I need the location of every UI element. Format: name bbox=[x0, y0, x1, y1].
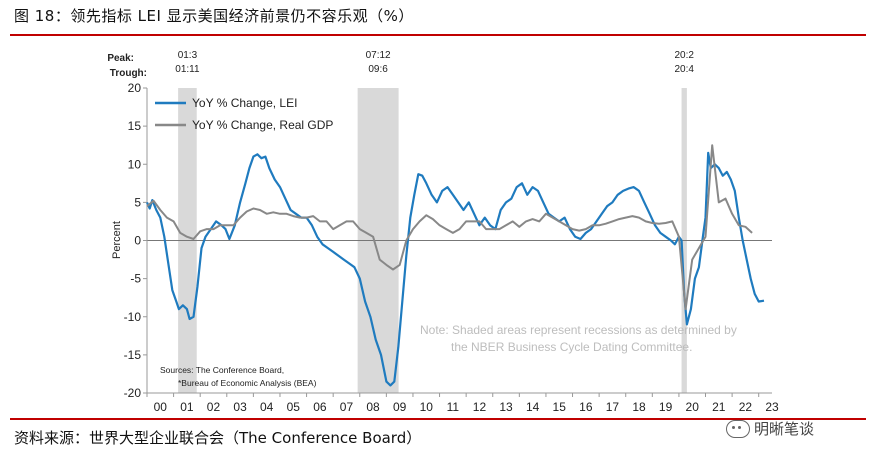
recession-trough-date: 01:11 bbox=[175, 64, 200, 75]
x-tick-label: 09 bbox=[393, 400, 407, 414]
legend-label: YoY % Change, Real GDP bbox=[192, 118, 333, 132]
y-tick-label: 5 bbox=[134, 195, 141, 209]
x-tick-label: 04 bbox=[260, 400, 274, 414]
x-tick-label: 15 bbox=[553, 400, 567, 414]
y-tick-label: 10 bbox=[128, 157, 142, 171]
x-tick-label: 16 bbox=[579, 400, 593, 414]
trough-label: Trough: bbox=[110, 68, 147, 79]
x-tick-label: 13 bbox=[499, 400, 513, 414]
x-tick-label: 14 bbox=[526, 400, 540, 414]
x-tick-label: 12 bbox=[473, 400, 487, 414]
y-tick-label: 20 bbox=[128, 81, 142, 95]
x-tick-label: 00 bbox=[154, 400, 168, 414]
y-axis-label: Percent bbox=[111, 221, 123, 259]
series-layer bbox=[145, 144, 765, 387]
shading-note-line: Note: Shaded areas represent recessions … bbox=[420, 323, 737, 337]
y-tick-label: -20 bbox=[124, 386, 142, 400]
x-tick-label: 06 bbox=[313, 400, 327, 414]
peak-label: Peak: bbox=[107, 53, 134, 64]
y-tick-label: -15 bbox=[124, 348, 142, 362]
watermark: 明晰笔谈 bbox=[726, 418, 814, 439]
title-rule bbox=[10, 34, 866, 36]
source-note: 资料来源：世界大型企业联合会（The Conference Board） bbox=[14, 429, 422, 447]
x-tick-label: 22 bbox=[739, 400, 753, 414]
recession-trough-date: 09:6 bbox=[368, 64, 388, 75]
wechat-icon bbox=[726, 419, 750, 438]
y-tick-label: 0 bbox=[134, 234, 141, 248]
x-tick-label: 05 bbox=[287, 400, 301, 414]
shading-note-line: the NBER Business Cycle Dating Committee… bbox=[451, 340, 692, 354]
y-tick-label: -10 bbox=[124, 310, 142, 324]
x-tick-label: 23 bbox=[765, 400, 779, 414]
x-tick-label: 18 bbox=[632, 400, 646, 414]
x-tick-label: 03 bbox=[233, 400, 247, 414]
axis-layer: 20 15 10 5 0 -5 -10 -15 -20 Percent 00 01 02 03 04 05 06… bbox=[111, 81, 779, 414]
legend-label: YoY % Change, LEI bbox=[192, 96, 297, 110]
x-tick-label: 02 bbox=[207, 400, 221, 414]
recession-peak-date: 20:2 bbox=[674, 50, 694, 61]
x-tick-label: 19 bbox=[659, 400, 673, 414]
recession-peak-date: 07:12 bbox=[366, 50, 391, 61]
x-tick-label: 21 bbox=[712, 400, 726, 414]
annotation-layer: Peak: Trough: 01:3 01:11 07:12 09:6 20:2 20:4 Yo… bbox=[107, 50, 737, 388]
recession-peak-date: 01:3 bbox=[178, 50, 198, 61]
x-tick-label: 17 bbox=[606, 400, 620, 414]
sources-note-line: *Bureau of Economic Analysis (BEA) bbox=[178, 378, 317, 388]
watermark-text: 明晰笔谈 bbox=[754, 420, 815, 438]
sources-note-line: Sources: The Conference Board, bbox=[160, 365, 284, 375]
series-line-1 bbox=[146, 144, 753, 311]
x-tick-label: 10 bbox=[420, 400, 434, 414]
figure-title: 图 18：领先指标 LEI 显示美国经济前景仍不容乐观（%） bbox=[14, 7, 414, 25]
source-rule bbox=[10, 418, 866, 420]
x-tick-label: 01 bbox=[180, 400, 194, 414]
x-tick-label: 07 bbox=[340, 400, 354, 414]
x-tick-label: 08 bbox=[366, 400, 380, 414]
lei-gdp-chart: 20 15 10 5 0 -5 -10 -15 -20 Percent 00 01 02 03 04 05 06… bbox=[107, 50, 779, 414]
y-tick-label: 15 bbox=[128, 119, 142, 133]
x-tick-label: 20 bbox=[686, 400, 700, 414]
x-tick-label: 11 bbox=[447, 400, 460, 414]
recession-trough-date: 20:4 bbox=[674, 64, 694, 75]
y-tick-label: -5 bbox=[130, 272, 141, 286]
